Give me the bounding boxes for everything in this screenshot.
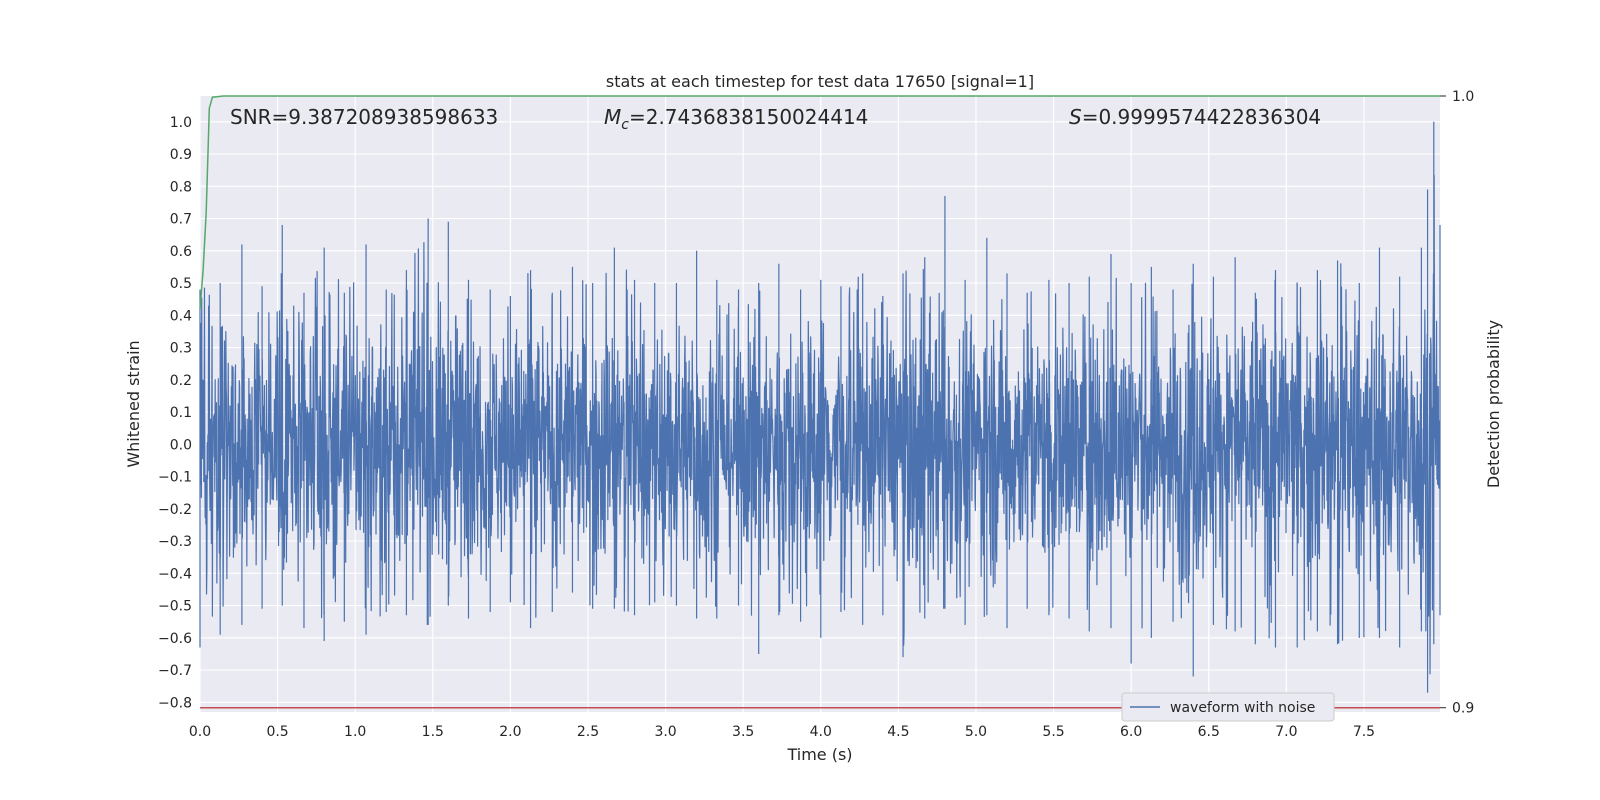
chirp-mass-subscript: c [621, 117, 629, 133]
x-axis-label: Time (s) [786, 745, 852, 764]
x-tick-label: 5.5 [1042, 724, 1064, 740]
significance-value: =0.9999574422836304 [1082, 105, 1321, 129]
waveform-with-noise-series [199, 121, 1441, 693]
y-tick-label: −0.6 [158, 631, 192, 647]
x-tick-label: 4.5 [887, 724, 909, 740]
detection-probability-series [199, 95, 1440, 309]
x-tick-label: 0.5 [266, 724, 288, 740]
y-axis-label: Whitened strain [124, 340, 143, 467]
y-tick-label: 0.5 [170, 276, 192, 292]
y-tick-label: 1.0 [170, 115, 192, 131]
x-tick-label: 1.0 [344, 724, 366, 740]
y2-axis-label: Detection probability [1484, 320, 1503, 488]
y-tick-label: −0.2 [158, 502, 192, 518]
y-tick-label: 0.0 [170, 437, 192, 453]
x-tick-label: 4.0 [810, 724, 832, 740]
x-tick-label: 5.0 [965, 724, 987, 740]
chirp-mass-annotation: Mc=2.7436838150024414 [604, 105, 868, 133]
chirp-mass-symbol: M [604, 105, 621, 129]
x-tick-label: 0.0 [189, 724, 211, 740]
chirp-mass-value: =2.7436838150024414 [629, 105, 868, 129]
axis-ticks: 0.0 0.5 1.0 1.5 2.0 2.5 3.0 3.5 4.0 4.5 5.0 5.5 6.0 6… [158, 89, 1474, 740]
significance-symbol: S [1069, 105, 1082, 129]
legend-box [1121, 692, 1335, 722]
y-tick-label: 0.6 [170, 244, 192, 260]
x-tick-label: 6.0 [1120, 724, 1142, 740]
legend-label-waveform: waveform with noise [1170, 700, 1315, 716]
legend: waveform with noise [1121, 692, 1335, 722]
x-tick-label: 3.0 [654, 724, 676, 740]
y-tick-label: −0.5 [158, 599, 192, 615]
snr-annotation: SNR=9.387208938598633 [230, 105, 498, 129]
y-tick-label: 0.4 [170, 308, 192, 324]
y-tick-label: 0.1 [170, 405, 192, 421]
x-tick-label: 1.5 [422, 724, 444, 740]
x-tick-label: 6.5 [1198, 724, 1220, 740]
x-tick-label: 7.5 [1353, 724, 1375, 740]
y-tick-label: −0.3 [158, 534, 192, 550]
x-tick-label: 2.0 [499, 724, 521, 740]
y-tick-label: 0.8 [170, 179, 192, 195]
y2-tick-label: 0.9 [1452, 701, 1474, 717]
y-tick-label: 0.3 [170, 341, 192, 357]
y2-tick-label: 1.0 [1452, 89, 1474, 105]
y-tick-label: −0.7 [158, 663, 192, 679]
y-tick-label: −0.4 [158, 566, 192, 582]
x-tick-label: 3.5 [732, 724, 754, 740]
y-tick-label: −0.1 [158, 470, 192, 486]
x-tick-label: 7.0 [1275, 724, 1297, 740]
significance-annotation: S=0.9999574422836304 [1069, 105, 1321, 129]
y-tick-label: 0.9 [170, 147, 192, 163]
y-tick-label: −0.8 [158, 695, 192, 711]
y-tick-label: 0.2 [170, 373, 192, 389]
y-tick-label: 0.7 [170, 212, 192, 228]
x-tick-label: 2.5 [577, 724, 599, 740]
chart-title: stats at each timestep for test data 176… [606, 72, 1034, 91]
